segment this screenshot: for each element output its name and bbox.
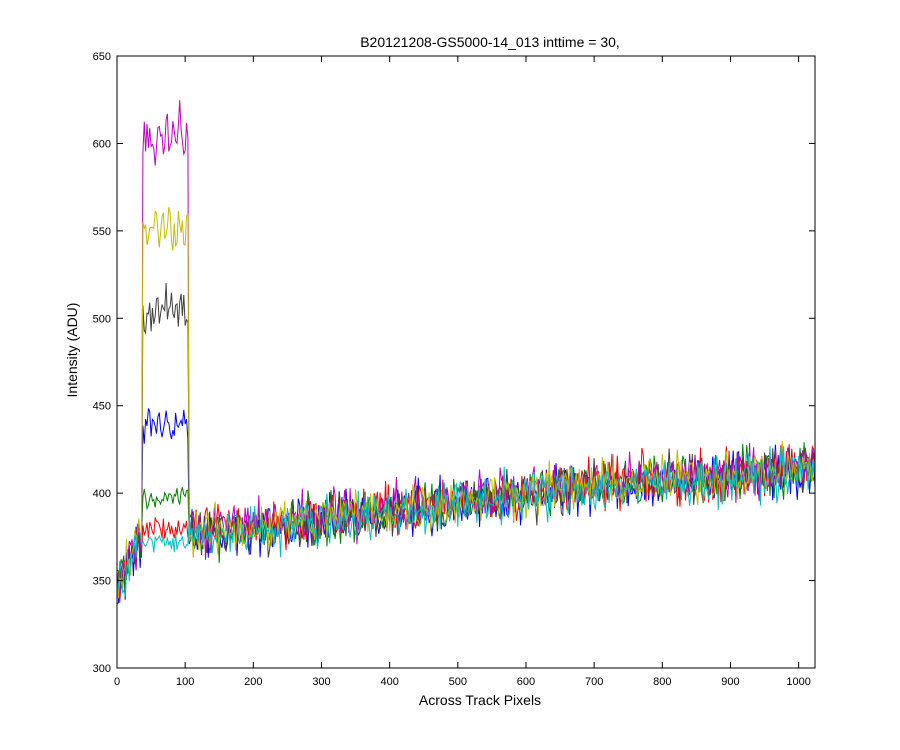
series-group [116,100,816,605]
y-tick-label: 400 [93,488,111,500]
y-tick-label: 450 [93,401,111,413]
y-tick-label: 650 [93,51,111,63]
y-tick-label: 300 [93,663,111,675]
y-tick-label: 350 [93,576,111,588]
series-line-7 [116,446,816,597]
plot-area [117,56,815,668]
x-tick-label: 900 [721,676,739,688]
plot-frame [116,55,816,669]
x-tick-label: 600 [517,676,535,688]
y-axis-label: Intensity (ADU) [64,303,80,398]
y-tick-label: 600 [93,138,111,150]
x-tick-label: 400 [380,676,398,688]
y-tick-label: 550 [93,226,111,238]
x-tick-label: 700 [585,676,603,688]
x-tick-label: 0 [114,676,120,688]
x-tick-label: 800 [653,676,671,688]
x-tick-label: 200 [244,676,262,688]
chart-title: B20121208-GS5000-14_013 inttime = 30, [360,34,620,50]
x-tick-label: 100 [176,676,194,688]
x-axis: 0 100 200 300 400 500 600 700 800 900 1000 [114,56,811,688]
series-line-5 [116,100,816,603]
y-axis: 300 350 400 450 500 550 600 650 [93,51,815,675]
x-tick-label: 500 [449,676,467,688]
x-tick-label: 300 [312,676,330,688]
x-axis-label: Across Track Pixels [419,692,541,708]
x-tick-label: 1000 [786,676,810,688]
y-tick-label: 500 [93,313,111,325]
